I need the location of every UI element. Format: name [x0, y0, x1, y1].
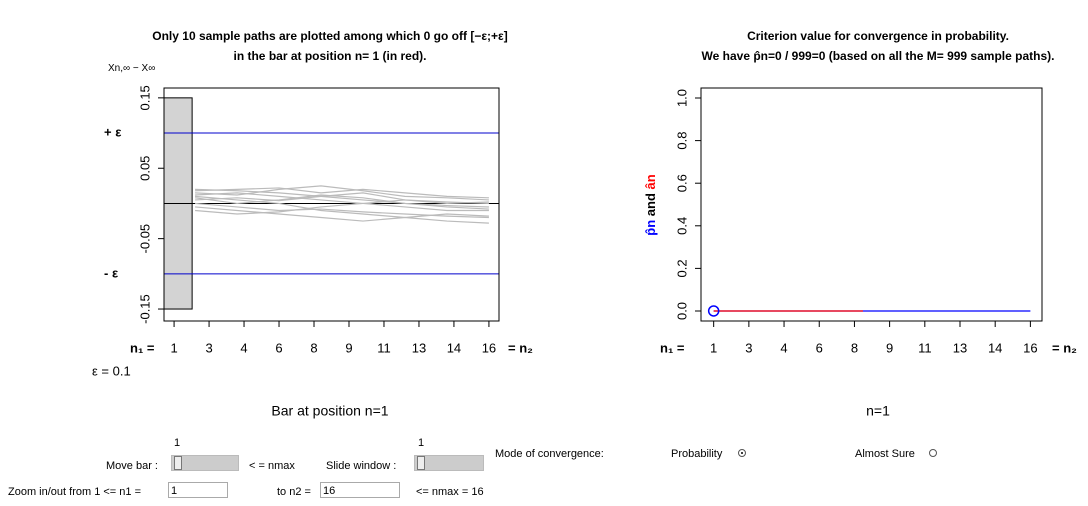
y-label-part: and: [643, 189, 658, 219]
epsilon-text: ε = 0.1: [92, 363, 131, 378]
series-line: [195, 199, 489, 215]
y-tick-label: 0.6: [674, 174, 689, 192]
y-tick-label: 0.15: [137, 85, 152, 110]
series-line: [195, 187, 489, 199]
x-tick-label: 4: [240, 340, 247, 355]
y-tick-label: 0.0: [674, 302, 689, 320]
chart-title: Criterion value for convergence in proba…: [747, 29, 1009, 43]
x-tick-label: 1: [170, 340, 177, 355]
x-tick-label: 6: [816, 340, 823, 355]
label: Move bar :: [106, 460, 158, 472]
x-label-right: = n₂: [508, 340, 533, 355]
x-tick-label: 6: [275, 340, 282, 355]
x-tick-label: 9: [886, 340, 893, 355]
y-label-part: ân: [643, 174, 658, 189]
y-tick-label: 1.0: [674, 89, 689, 107]
x-tick-label: 13: [412, 340, 426, 355]
reference-label: - ε: [104, 265, 118, 280]
label: < = nmax: [249, 460, 295, 472]
radio-probability[interactable]: [738, 449, 746, 457]
y-tick-label: 0.2: [674, 259, 689, 277]
slider-value: 1: [174, 437, 181, 449]
series-line: [195, 188, 489, 210]
label: Probability: [671, 448, 723, 460]
x-label-right: = n₂: [1052, 340, 1077, 355]
slide-window-slider[interactable]: [414, 455, 484, 471]
label: Slide window :: [326, 460, 397, 472]
x-tick-label: 11: [377, 340, 391, 355]
label: Mode of convergence:: [495, 448, 604, 460]
x-label-left: n₁ =: [660, 340, 685, 355]
label: Almost Sure: [855, 448, 915, 460]
x-tick-label: 8: [310, 340, 317, 355]
label: <= nmax = 16: [416, 486, 484, 498]
x-tick-label: 13: [953, 340, 967, 355]
y-tick-label: 0.8: [674, 132, 689, 150]
slider-value: 1: [418, 437, 425, 449]
x-tick-label: 16: [1023, 340, 1037, 355]
x-tick-label: 3: [205, 340, 212, 355]
series-line: [195, 192, 489, 205]
series-line: [195, 192, 489, 212]
series-line: [195, 195, 489, 224]
x-label-left: n₁ =: [130, 340, 155, 355]
y-axis-label: Xn,∞ − X∞: [108, 63, 155, 74]
radio-almost-sure[interactable]: [929, 449, 937, 457]
caption: Bar at position n=1: [271, 403, 388, 419]
chart-title: in the bar at position n= 1 (in red).: [233, 49, 426, 63]
label: Zoom in/out from 1 <= n1 =: [8, 486, 141, 498]
x-tick-label: 4: [780, 340, 787, 355]
chart-title: Only 10 sample paths are plotted among w…: [152, 29, 507, 43]
label: to n2 =: [277, 486, 311, 498]
x-tick-label: 14: [447, 340, 461, 355]
series-line: [195, 206, 489, 222]
move-bar-slider[interactable]: [171, 455, 239, 471]
y-tick-label: 0.4: [674, 217, 689, 235]
plot-frame: [700, 87, 1043, 322]
n2-input[interactable]: 16: [320, 482, 400, 498]
y-axis-label: p̂n and ân: [643, 174, 658, 235]
y-tick-label: -0.15: [137, 294, 152, 324]
chart-title: We have p̂n=0 / 999=0 (based on all the …: [702, 49, 1055, 63]
plot-frame: [163, 87, 500, 322]
reference-label: + ε: [104, 124, 121, 139]
x-tick-label: 1: [710, 340, 717, 355]
y-label-part: Xn,∞ − X∞: [108, 63, 155, 74]
x-tick-label: 3: [745, 340, 752, 355]
x-tick-label: 9: [345, 340, 352, 355]
point: [707, 305, 720, 317]
charts: Only 10 sample paths are plotted among w…: [92, 29, 1077, 419]
x-tick-label: 8: [851, 340, 858, 355]
series-line: [195, 202, 489, 219]
x-tick-label: 16: [482, 340, 496, 355]
y-tick-label: -0.05: [137, 224, 152, 254]
y-label-part: p̂n: [643, 220, 658, 236]
series-line: [194, 194, 489, 208]
n1-input[interactable]: 1: [168, 482, 228, 498]
x-tick-label: 11: [918, 340, 932, 355]
caption: n=1: [866, 403, 890, 419]
y-tick-label: 0.05: [137, 156, 152, 181]
x-tick-label: 14: [988, 340, 1002, 355]
